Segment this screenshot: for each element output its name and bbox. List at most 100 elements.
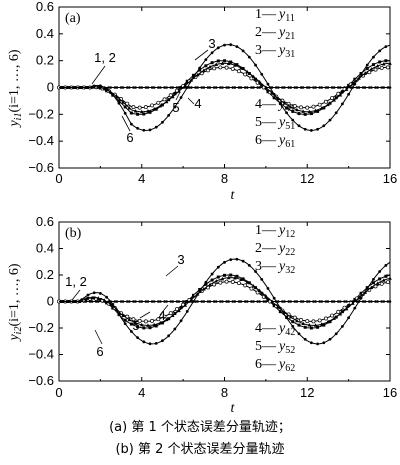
series-marker (224, 65, 229, 70)
series-marker (105, 295, 108, 299)
series-marker (92, 84, 96, 88)
series-marker (109, 86, 113, 89)
series-marker (295, 107, 299, 112)
series-marker (316, 342, 319, 346)
series-marker (191, 73, 195, 77)
series-marker (131, 317, 136, 322)
series-marker (173, 105, 177, 109)
series-marker (146, 300, 150, 303)
curve-leader-line (159, 304, 169, 316)
series-marker (198, 66, 202, 70)
series-marker (251, 284, 256, 288)
series-marker (216, 265, 220, 269)
series-marker (137, 105, 142, 110)
legend-entry-6: 6— y62 (255, 357, 295, 374)
x-tick-label: 12 (300, 171, 314, 186)
series-marker (154, 341, 158, 345)
series-marker (260, 291, 264, 295)
series-marker (326, 319, 330, 324)
series-marker (177, 89, 181, 93)
series-marker (221, 86, 224, 89)
series-marker (320, 300, 324, 303)
series-marker (170, 313, 175, 318)
series-marker (299, 105, 303, 110)
series-marker (363, 300, 367, 303)
series-marker (111, 93, 115, 97)
series-marker (292, 104, 297, 109)
series-marker (301, 321, 305, 326)
series-marker (165, 300, 168, 303)
series-marker (174, 307, 179, 312)
series-marker (316, 325, 320, 329)
series-marker (229, 43, 233, 47)
series-marker (84, 296, 88, 301)
series-marker (198, 287, 202, 291)
series-marker (311, 319, 316, 324)
series-marker (326, 300, 330, 303)
series-marker (252, 86, 255, 89)
series-marker (359, 291, 363, 295)
series-marker (297, 332, 301, 336)
series-marker (319, 106, 324, 110)
series-marker (388, 276, 392, 280)
legend-entry-3: 3— y31 (255, 43, 295, 60)
series-marker (282, 101, 287, 105)
series-marker (146, 86, 150, 89)
series-marker (67, 300, 71, 303)
series-marker (340, 310, 344, 314)
series-marker (142, 128, 146, 132)
series-marker (80, 86, 84, 89)
series-marker (332, 86, 336, 89)
series-marker (123, 105, 127, 109)
series-marker (266, 90, 270, 94)
series-marker (258, 300, 261, 303)
series-marker (378, 270, 382, 273)
series-marker (210, 278, 214, 282)
series-marker (123, 318, 127, 322)
y-tick-label: 0.4 (36, 241, 54, 256)
series-marker (311, 104, 316, 109)
series-marker (322, 124, 326, 128)
y-tick-label: −0.4 (28, 347, 54, 362)
series-marker (303, 337, 307, 341)
series-marker (379, 65, 384, 70)
series-marker (161, 339, 164, 343)
series-marker (148, 326, 152, 330)
series-marker (218, 280, 223, 285)
curve-label: 6 (126, 130, 133, 145)
curve-leader-line (165, 265, 179, 277)
series-marker (128, 300, 131, 303)
series-marker (204, 64, 208, 68)
series-marker (61, 86, 65, 89)
series-marker (344, 87, 349, 91)
series-marker (74, 86, 77, 89)
curve-leader-line (175, 91, 181, 101)
series-marker (195, 292, 200, 296)
series-marker (291, 109, 295, 113)
series-marker (340, 90, 344, 94)
series-marker (202, 300, 206, 303)
x-tick-label: 4 (138, 385, 145, 400)
series-marker (102, 298, 107, 302)
series-marker (378, 277, 382, 281)
y-tick-label: −0.2 (28, 320, 54, 335)
series-marker (245, 300, 249, 303)
series-marker (314, 86, 317, 89)
series-marker (121, 100, 125, 104)
series-marker (212, 282, 217, 287)
series-marker (152, 322, 156, 327)
series-marker (291, 325, 295, 328)
series-marker (177, 308, 181, 313)
series-marker (179, 306, 183, 310)
series-marker (92, 291, 96, 295)
y-tick-label: 0.6 (36, 0, 54, 14)
series-marker (220, 61, 225, 65)
series-marker (130, 330, 133, 333)
series-marker (371, 63, 375, 67)
series-marker (152, 300, 156, 303)
series-marker (359, 296, 363, 300)
series-marker (183, 303, 187, 307)
series-marker (382, 300, 386, 303)
curve-label: 3 (177, 252, 184, 267)
x-tick-label: 8 (221, 385, 228, 400)
